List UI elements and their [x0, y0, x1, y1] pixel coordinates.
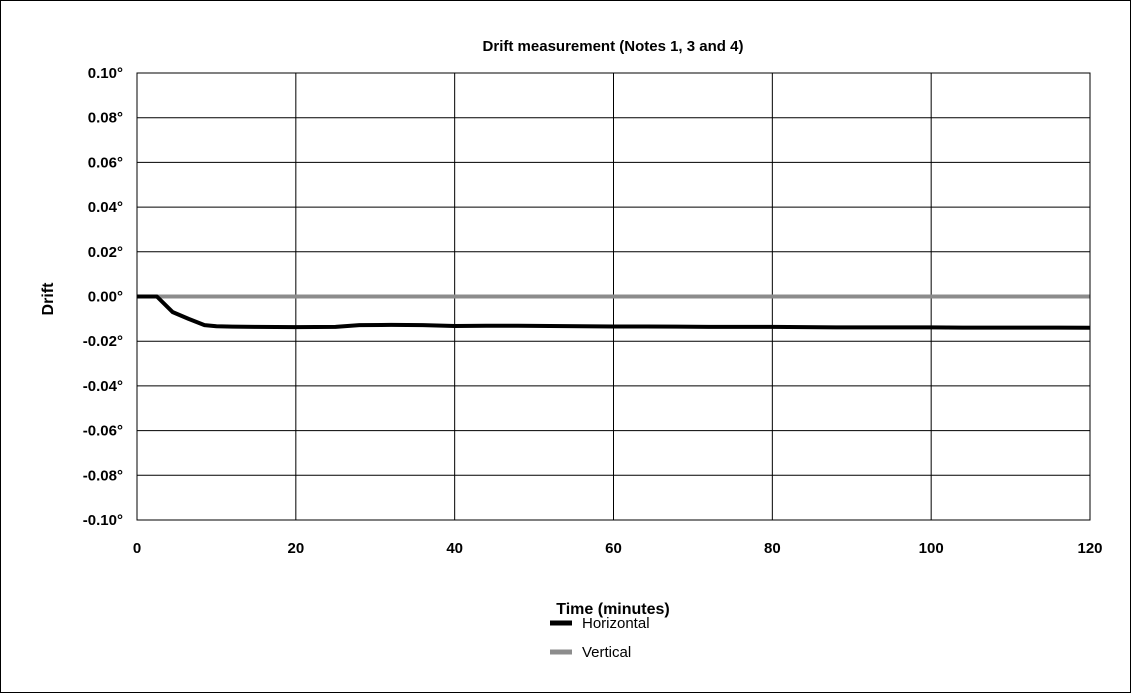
series-line-horizontal: [137, 294, 1091, 330]
y-tick-label: -0.10°: [83, 512, 123, 529]
y-tick-label: -0.02°: [83, 333, 123, 350]
series-lines: [137, 294, 1091, 330]
legend-item-vertical: Vertical: [550, 644, 631, 661]
y-tick-label: 0.04°: [88, 199, 123, 216]
y-tick-label: 0.02°: [88, 244, 123, 261]
plot-border: [136, 72, 1091, 521]
x-tick-label: 100: [919, 540, 944, 557]
y-tick-label: 0.00°: [88, 289, 123, 306]
y-tick-label: -0.06°: [83, 423, 123, 440]
x-tick-label: 80: [764, 540, 781, 557]
x-axis-label: Time (minutes): [556, 601, 670, 618]
x-tick-label: 60: [605, 540, 622, 557]
x-tick-label: 40: [446, 540, 463, 557]
y-tick-label: -0.08°: [83, 467, 123, 484]
x-tick-labels: 0 20 40 60 80 100 120: [133, 540, 1103, 557]
y-tick-label: 0.08°: [88, 110, 123, 127]
y-axis-label: Drift: [40, 282, 57, 316]
y-tick-label: -0.04°: [83, 378, 123, 395]
legend: Horizontal Vertical: [550, 615, 650, 661]
x-tick-label: 20: [287, 540, 304, 557]
y-tick-label: 0.10°: [88, 65, 123, 82]
y-tick-label: 0.06°: [88, 154, 123, 171]
legend-label: Vertical: [582, 644, 631, 661]
legend-item-horizontal: Horizontal: [550, 615, 650, 632]
x-tick-label: 120: [1077, 540, 1102, 557]
x-tick-label: 0: [133, 540, 141, 557]
y-tick-labels: 0.10° 0.08° 0.06° 0.04° 0.02° 0.00° -0.02° -0.0…: [83, 65, 123, 529]
legend-label: Horizontal: [582, 615, 650, 632]
chart-title: Drift measurement (Notes 1, 3 and 4): [483, 38, 744, 55]
